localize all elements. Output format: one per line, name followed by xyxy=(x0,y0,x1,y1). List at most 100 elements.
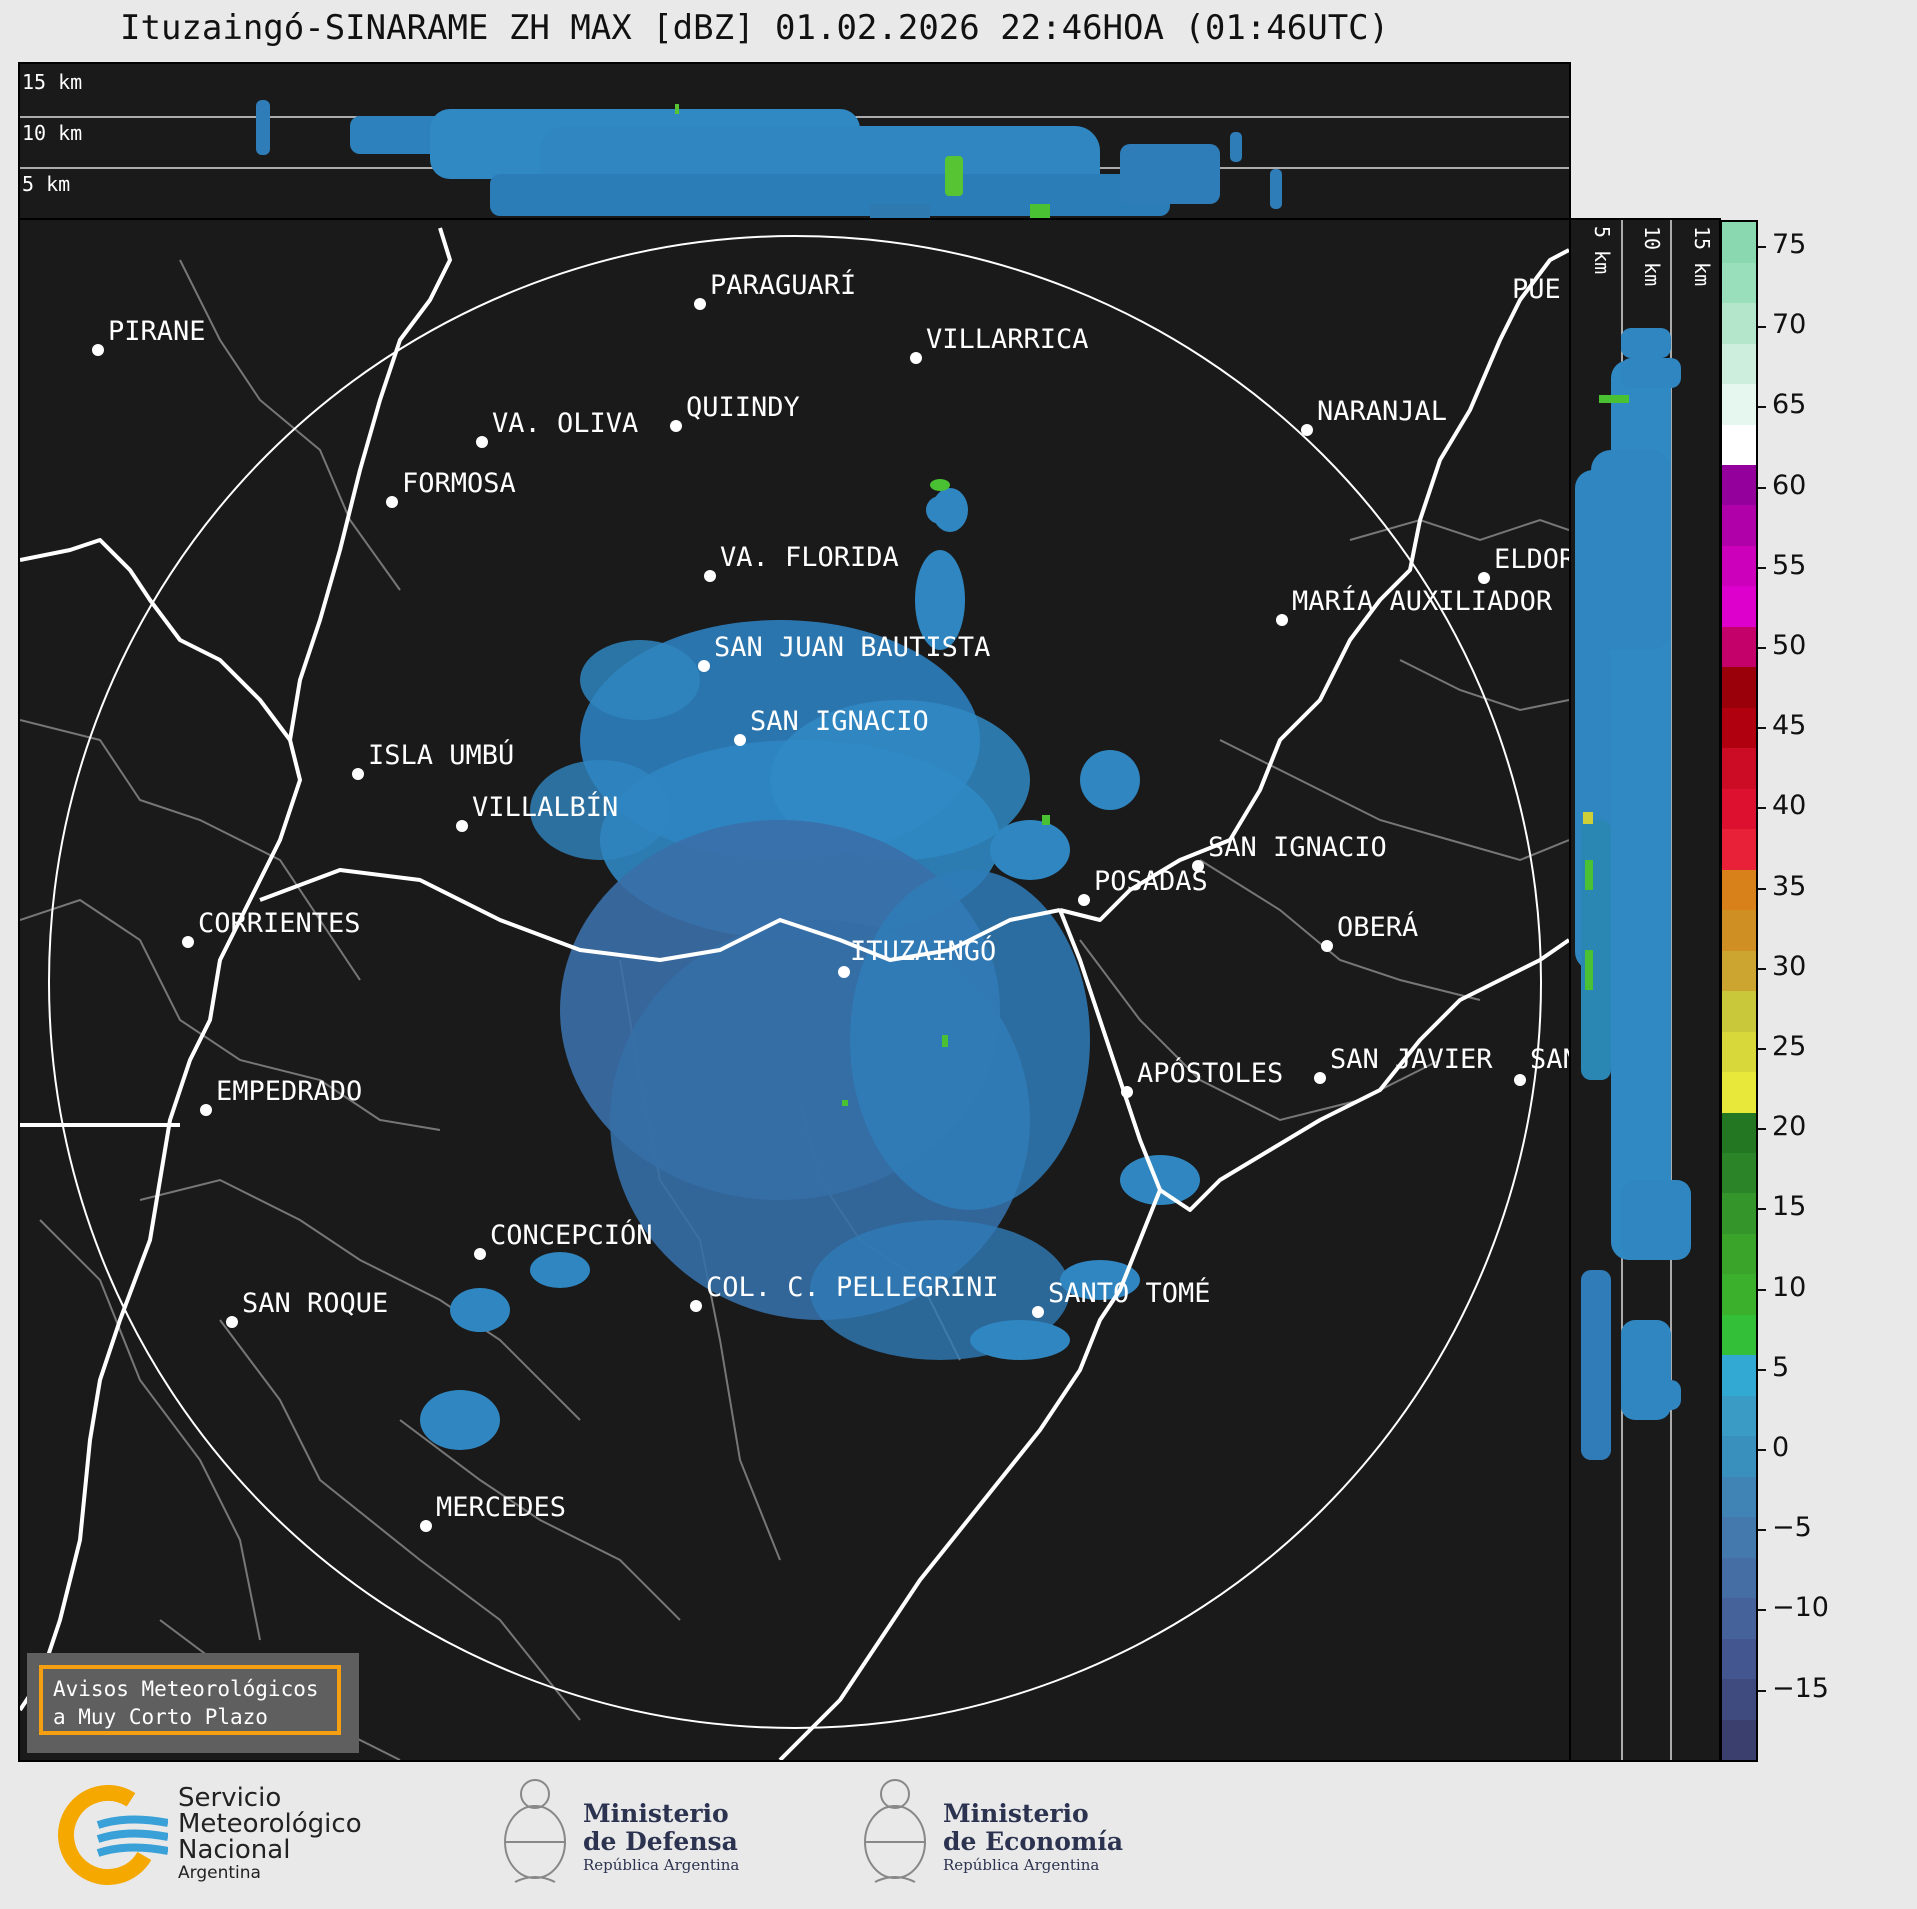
city-label: SAN IGNACIO xyxy=(750,706,929,737)
city-labels: PARAGUARÍ PIRANE VILLARRICA QUIINDY VA. … xyxy=(92,269,1569,1532)
colorbar-tick-label: 65 xyxy=(1772,389,1807,421)
city-label: VA. FLORIDA xyxy=(720,542,899,573)
city-dot xyxy=(1032,1306,1044,1318)
defensa-line-3: República Argentina xyxy=(583,1856,740,1874)
radar-map-svg: PARAGUARÍ PIRANE VILLARRICA QUIINDY VA. … xyxy=(20,227,1569,1760)
smn-line-2: Meteorológico xyxy=(178,1809,362,1839)
colorbar-tick-label: −10 xyxy=(1772,1592,1829,1624)
colorbar-step xyxy=(1722,869,1756,911)
city-dot xyxy=(1192,860,1204,872)
city-dot xyxy=(386,496,398,508)
city-dot xyxy=(474,1248,486,1260)
colorbar-tick-mark xyxy=(1758,246,1766,248)
colorbar-step xyxy=(1722,262,1756,304)
city-dot xyxy=(698,660,710,672)
colorbar-tick-mark xyxy=(1758,727,1766,730)
colorbar-gradient xyxy=(1722,222,1756,1760)
radar-map: PARAGUARÍ PIRANE VILLARRICA QUIINDY VA. … xyxy=(18,218,1571,1762)
colorbar-step xyxy=(1722,545,1756,587)
city-label: FORMOSA xyxy=(402,468,516,499)
city-dot xyxy=(1314,1072,1326,1084)
coat-of-arms-icon xyxy=(504,1779,566,1883)
colorbar-step xyxy=(1722,1193,1756,1234)
city-dot xyxy=(1121,1086,1133,1098)
colorbar-step xyxy=(1722,1355,1756,1396)
colorbar-tick-mark xyxy=(1758,406,1766,409)
warnings-box[interactable]: Avisos Meteorológicos a Muy Corto Plazo xyxy=(27,1653,359,1753)
colorbar-step xyxy=(1722,1031,1756,1073)
colorbar-tick-mark xyxy=(1758,1449,1766,1451)
city-label: ISLA UMBÚ xyxy=(368,739,514,771)
city-label: SAN JUAN BAUTISTA xyxy=(714,632,990,663)
city-dot xyxy=(182,936,194,948)
colorbar-step xyxy=(1722,950,1756,992)
city-dot xyxy=(1301,424,1313,436)
colorbar-tick-mark xyxy=(1758,1288,1766,1291)
warnings-link[interactable]: Avisos Meteorológicos a Muy Corto Plazo xyxy=(39,1665,341,1735)
top-label-15km: 15 km xyxy=(22,70,82,94)
city-dot xyxy=(1514,1074,1526,1086)
smn-line-4: Argentina xyxy=(178,1863,261,1883)
radar-site-dot xyxy=(838,966,850,978)
colorbar-step xyxy=(1722,1152,1756,1194)
top-label-5km: 5 km xyxy=(22,172,70,196)
colorbar-tick-label: 20 xyxy=(1772,1111,1807,1143)
colorbar-tick-mark xyxy=(1758,1048,1766,1050)
colorbar-tick-label: 35 xyxy=(1772,870,1807,902)
city-dot xyxy=(694,298,706,310)
top-label-10km: 10 km xyxy=(22,121,82,145)
colorbar-tick-label: 10 xyxy=(1772,1271,1807,1303)
city-label: QUIINDY xyxy=(686,392,800,423)
colorbar-step xyxy=(1722,667,1756,708)
smn-line-1: Servicio xyxy=(178,1783,282,1813)
city-label: SAN xyxy=(1530,1044,1569,1075)
city-dot xyxy=(734,734,746,746)
colorbar-step xyxy=(1722,1598,1756,1639)
colorbar-tick-mark xyxy=(1758,566,1766,569)
colorbar-step xyxy=(1722,384,1756,425)
city-label: EMPEDRADO xyxy=(216,1076,362,1107)
colorbar-step xyxy=(1722,465,1756,506)
city-dot xyxy=(1078,894,1090,906)
colorbar-step xyxy=(1722,1395,1756,1437)
city-label: SAN IGNACIO xyxy=(1208,832,1387,863)
city-label: SAN ROQUE xyxy=(242,1288,388,1319)
colorbar-step xyxy=(1722,707,1756,749)
colorbar-step xyxy=(1722,505,1756,546)
city-dot xyxy=(704,570,716,582)
colorbar-tick-label: 60 xyxy=(1772,469,1807,501)
colorbar-step xyxy=(1722,788,1756,830)
colorbar-tick-label: 25 xyxy=(1772,1031,1807,1062)
colorbar-tick-mark xyxy=(1758,887,1766,890)
top-height-profile: 15 km 10 km 5 km xyxy=(18,62,1571,220)
colorbar-tick-label: 50 xyxy=(1772,630,1807,661)
city-dot xyxy=(92,344,104,356)
defensa-logo: Ministerio de Defensa República Argentin… xyxy=(495,1772,755,1892)
radar-echoes xyxy=(420,479,1200,1450)
economia-line-1: Ministerio xyxy=(943,1799,1089,1828)
economia-line-2: de Economía xyxy=(943,1827,1124,1856)
city-label: VA. OLIVA xyxy=(492,408,638,439)
city-label: ELDOR xyxy=(1494,544,1569,575)
colorbar-tick-label: 40 xyxy=(1772,790,1807,822)
colorbar-step xyxy=(1722,586,1756,627)
colorbar-tick-mark xyxy=(1758,967,1766,970)
colorbar-tick-mark xyxy=(1758,807,1766,810)
city-label: COL. C. PELLEGRINI xyxy=(706,1272,999,1303)
city-label: PIRANE xyxy=(108,316,206,347)
city-label: VILLARRICA xyxy=(926,324,1089,355)
colorbar-step xyxy=(1722,910,1756,951)
city-label: OBERÁ xyxy=(1337,911,1418,943)
city-label: MARÍA AUXILIADOR xyxy=(1292,585,1553,617)
colorbar-tick-label: −5 xyxy=(1772,1512,1812,1544)
colorbar-step xyxy=(1722,1557,1756,1599)
colorbar-tick-mark xyxy=(1758,1208,1766,1211)
colorbar-tick-label: 15 xyxy=(1772,1191,1807,1223)
city-dot xyxy=(420,1520,432,1532)
side-profile-echoes xyxy=(1575,328,1691,1460)
map-title: Ituzaingó-SINARAME ZH MAX [dBZ] 01.02.20… xyxy=(120,8,1390,48)
colorbar-tick-label: 75 xyxy=(1772,229,1807,260)
city-dot xyxy=(200,1104,212,1116)
colorbar-step xyxy=(1722,1679,1756,1720)
colorbar-tick-label: 5 xyxy=(1772,1351,1790,1383)
